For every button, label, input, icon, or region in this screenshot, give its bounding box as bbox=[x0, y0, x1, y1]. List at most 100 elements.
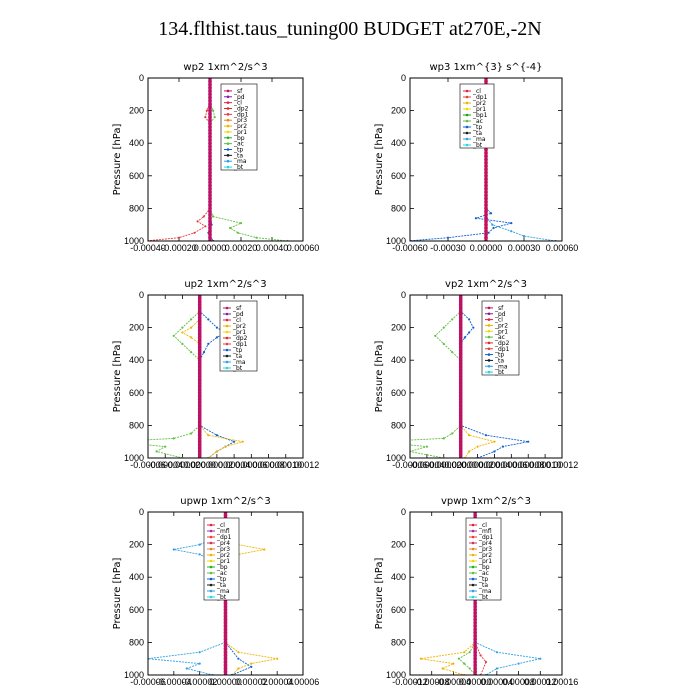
zero-marker bbox=[197, 420, 202, 424]
data-point bbox=[177, 236, 181, 239]
data-point bbox=[276, 657, 279, 660]
legend-label: _bp bbox=[233, 135, 245, 142]
zero-marker bbox=[458, 351, 463, 356]
data-point bbox=[190, 351, 193, 354]
zero-marker bbox=[197, 384, 202, 389]
y-tick-label: 400 bbox=[391, 572, 406, 582]
zero-marker bbox=[208, 154, 212, 158]
legend-label: _dp2 bbox=[232, 335, 248, 342]
legend-label: _bt bbox=[494, 369, 505, 376]
legend-box bbox=[459, 83, 495, 149]
legend-marker bbox=[226, 107, 230, 110]
y-tick-label: 0 bbox=[139, 507, 144, 517]
legend-marker bbox=[487, 329, 491, 333]
zero-marker bbox=[458, 361, 463, 366]
zero-marker bbox=[197, 345, 202, 350]
zero-marker bbox=[458, 397, 463, 402]
zero-marker bbox=[208, 102, 212, 106]
legend-marker bbox=[465, 137, 469, 141]
panel-upwp: upwp 1xm^2/s^3 Pressure [hPa] 0 200 400 600 80… bbox=[112, 496, 319, 687]
zero-marker bbox=[458, 426, 463, 431]
zero-marker bbox=[458, 378, 463, 382]
zero-marker bbox=[197, 443, 202, 447]
legend-label: _cl bbox=[232, 317, 241, 324]
zero-marker bbox=[197, 338, 202, 343]
legend-label: _ac bbox=[472, 118, 483, 125]
data-point bbox=[517, 662, 520, 665]
zero-marker bbox=[223, 634, 228, 638]
series-line-ac bbox=[148, 295, 201, 458]
zero-marker bbox=[458, 312, 463, 317]
zero-marker bbox=[473, 650, 477, 654]
zero-marker bbox=[208, 128, 212, 132]
legend-marker bbox=[471, 565, 475, 569]
series-line-pr2 bbox=[420, 512, 487, 675]
series-group bbox=[148, 78, 289, 241]
x-tick-label: 0.00004 bbox=[481, 677, 514, 687]
y-tick-label: 200 bbox=[391, 106, 406, 116]
zero-marker bbox=[197, 446, 202, 451]
zero-marker bbox=[473, 614, 477, 619]
y-axis-label: Pressure [hPa] bbox=[112, 124, 123, 196]
legend-label: _pr2 bbox=[216, 552, 230, 559]
zero-marker bbox=[208, 206, 212, 211]
data-point bbox=[472, 326, 475, 329]
data-point bbox=[233, 440, 236, 443]
zero-marker bbox=[208, 177, 212, 181]
data-point bbox=[457, 657, 460, 660]
zero-marker bbox=[197, 358, 202, 363]
legend-marker bbox=[209, 553, 213, 557]
x-tick-label: 0.00000 bbox=[209, 677, 242, 687]
zero-marker bbox=[458, 355, 463, 359]
zero-marker bbox=[458, 449, 463, 454]
zero-marker bbox=[197, 335, 202, 340]
legend-label: _pd bbox=[232, 311, 244, 318]
zero-marker bbox=[208, 151, 212, 155]
zero-marker bbox=[473, 637, 477, 641]
zero-marker bbox=[208, 131, 212, 136]
zero-marker bbox=[458, 303, 463, 307]
zero-marker bbox=[197, 361, 202, 366]
zero-marker bbox=[484, 174, 488, 178]
zero-marker bbox=[458, 371, 463, 376]
legend-label: _ma bbox=[472, 136, 486, 143]
zero-marker bbox=[208, 180, 212, 185]
data-point bbox=[113, 441, 115, 443]
x-tick-label: -0.00012 bbox=[392, 677, 428, 687]
zero-marker bbox=[197, 426, 202, 431]
legend-marker bbox=[226, 154, 230, 157]
data-point bbox=[487, 231, 490, 234]
legend-marker bbox=[471, 547, 475, 551]
panel-up2: up2 1xm^2/s^3 Pressure [hPa] 0 200 400 600 800… bbox=[112, 279, 319, 470]
x-tick-label: 0.00000 bbox=[470, 243, 503, 253]
data-point bbox=[181, 342, 184, 345]
data-point bbox=[442, 326, 445, 329]
plot-frame bbox=[409, 77, 563, 242]
plot-frame bbox=[409, 294, 563, 459]
zero-marker bbox=[208, 82, 212, 87]
legend-marker bbox=[465, 125, 469, 129]
zero-marker bbox=[197, 309, 202, 314]
zero-marker bbox=[458, 329, 463, 333]
zero-marker bbox=[197, 378, 202, 382]
y-tick-label: 600 bbox=[391, 388, 406, 398]
zero-marker bbox=[208, 222, 212, 227]
zero-marker bbox=[484, 187, 488, 191]
data-point bbox=[491, 223, 494, 226]
legend-marker bbox=[471, 589, 475, 593]
y-tick-label: 1000 bbox=[386, 453, 406, 463]
zero-marker bbox=[458, 348, 463, 353]
data-point bbox=[493, 450, 496, 453]
zero-marker bbox=[197, 436, 202, 441]
data-point bbox=[213, 116, 216, 119]
legend-label: _tp bbox=[472, 124, 482, 131]
legend-label: _pr1 bbox=[472, 106, 486, 113]
zero-marker bbox=[484, 177, 488, 181]
legend-label: _cl bbox=[478, 522, 487, 529]
y-tick-label: 400 bbox=[129, 138, 144, 148]
legend-label: _bt bbox=[478, 594, 489, 601]
legend-marker bbox=[465, 119, 469, 123]
zero-marker bbox=[223, 656, 228, 661]
data-point bbox=[224, 445, 227, 448]
data-point bbox=[215, 450, 218, 453]
